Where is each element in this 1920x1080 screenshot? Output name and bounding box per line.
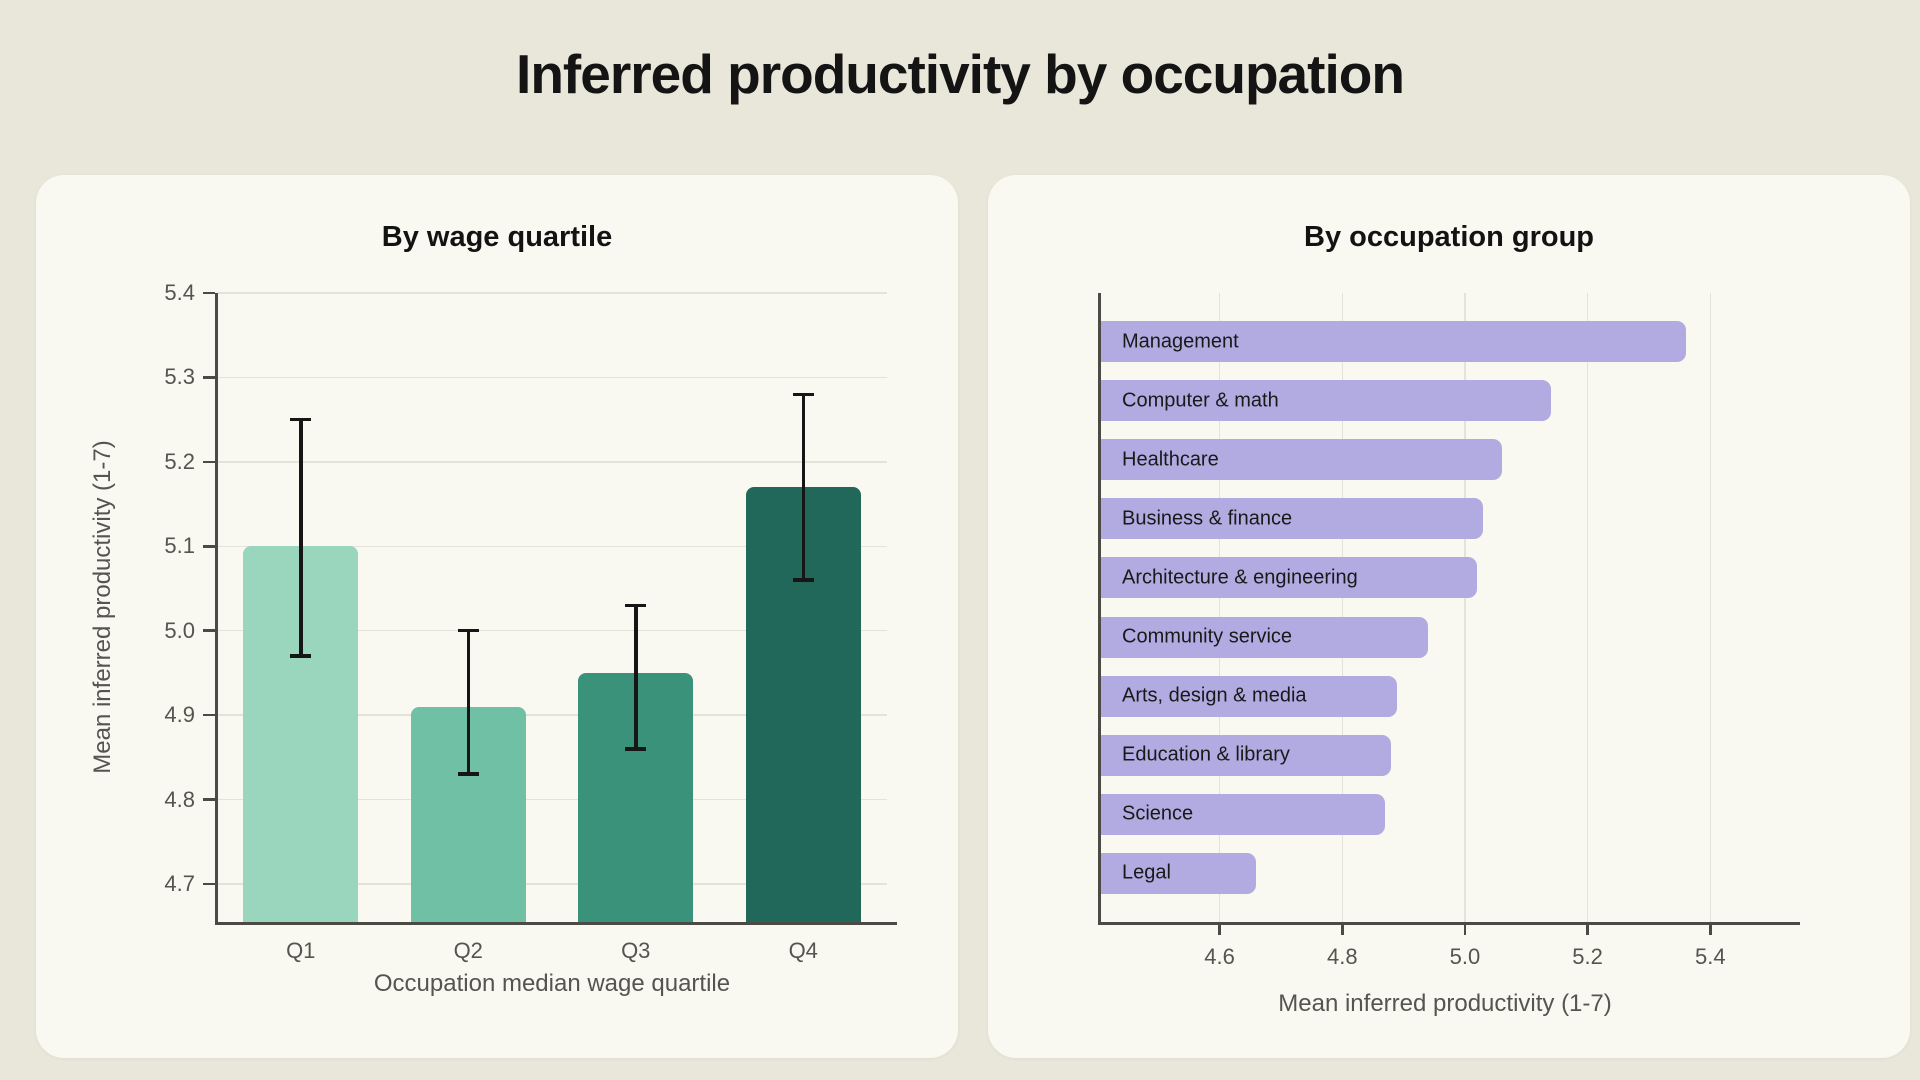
gridline-y-5.0 — [217, 629, 887, 632]
wage-quartile-panel: By wage quartile Mean inferred productiv… — [36, 175, 958, 1058]
x-tick-label-q3: Q3 — [621, 938, 651, 963]
y-tick-mark — [203, 629, 215, 632]
bar-business-finance: Business & finance — [1100, 498, 1484, 540]
bar-science: Science — [1100, 793, 1386, 835]
gridline-y-4.8 — [217, 798, 887, 801]
right-chart-title: By occupation group — [1304, 221, 1594, 253]
x-tick-mark — [1463, 925, 1467, 935]
right-chart-x-spine — [1098, 922, 1800, 925]
y-tick-mark — [203, 713, 215, 717]
y-tick-label: 4.9 — [164, 702, 195, 728]
x-tick-mark — [1218, 925, 1221, 935]
y-tick-mark — [203, 376, 215, 379]
x-tick-mark — [1341, 925, 1344, 935]
y-tick-label: 5.0 — [164, 617, 195, 643]
gridline-y-4.7 — [217, 883, 887, 885]
x-tick-label: 4.6 — [1204, 944, 1235, 969]
x-tick-label: 5.0 — [1449, 944, 1481, 969]
bar-label-community-service: Community service — [1122, 625, 1293, 648]
y-tick-label: 5.3 — [164, 364, 195, 390]
y-tick-label: 5.2 — [164, 448, 195, 474]
error-bar-q3 — [634, 605, 638, 749]
x-tick-label: 5.4 — [1694, 944, 1726, 969]
y-tick-label: 4.8 — [164, 786, 195, 812]
y-tick-mark — [203, 460, 215, 464]
bar-label-science: Science — [1122, 802, 1194, 825]
y-tick-label: 4.7 — [164, 871, 195, 896]
gridline-y-5.2 — [217, 461, 887, 463]
bar-arts-design-media: Arts, design & media — [1100, 675, 1398, 717]
gridline-y-5.3 — [217, 376, 887, 379]
gridline-x-5.4 — [1709, 293, 1712, 922]
occupation-group-plot-area: 4.6 4.8 5.0 5.2 5.4 Management Computer & math… — [1098, 293, 1800, 969]
gridline-x-4.8 — [1341, 293, 1344, 922]
occupation-group-panel: By occupation group 4.6 4.8 5.0 5.2 5.4 Manag… — [988, 175, 1910, 1058]
bar-legal: Legal — [1100, 852, 1257, 894]
error-bar-q1 — [299, 419, 303, 657]
y-tick-mark — [203, 291, 215, 295]
wage-quartile-plot-area: 4.7 4.8 4.9 5.0 5.1 5.2 5.3 5.4 Q1 Q2 Q3 Q4 — [164, 280, 897, 963]
left-chart-y-spine — [215, 293, 218, 922]
y-tick-mark — [203, 882, 215, 886]
bar-label-architecture-engineering: Architecture & engineering — [1122, 566, 1358, 589]
page-title: Inferred productivity by occupation — [516, 43, 1405, 105]
bar-label-business-finance: Business & finance — [1122, 507, 1293, 530]
y-tick-label: 5.4 — [164, 280, 195, 305]
bar-label-management: Management — [1122, 330, 1239, 353]
x-tick-label: 5.2 — [1572, 944, 1603, 969]
bar-label-computer-math: Computer & math — [1122, 389, 1279, 412]
error-cap-top — [625, 603, 647, 608]
left-x-axis-label: Occupation median wage quartile — [373, 970, 731, 997]
bar-computer-math: Computer & math — [1100, 380, 1551, 422]
x-tick-label-q4: Q4 — [788, 938, 818, 963]
bar-label-healthcare: Healthcare — [1122, 448, 1219, 471]
gridline-x-4.6 — [1218, 293, 1221, 922]
error-cap-bottom — [792, 578, 814, 582]
error-bar-q4 — [801, 394, 805, 581]
bar-education-library: Education & library — [1100, 734, 1392, 776]
bar-healthcare: Healthcare — [1100, 439, 1502, 481]
gridline-y-4.9 — [217, 714, 887, 716]
y-tick-mark — [203, 798, 215, 801]
right-x-axis-label: Mean inferred productivity (1-7) — [1278, 990, 1612, 1017]
error-bar-q2 — [466, 630, 470, 775]
error-cap-top — [457, 628, 479, 633]
bar-label-arts-design-media: Arts, design & media — [1122, 684, 1307, 707]
right-chart-y-spine — [1098, 293, 1101, 922]
gridline-x-5.0 — [1464, 293, 1466, 922]
bar-label-education-library: Education & library — [1122, 743, 1290, 766]
gridline-y-5.4 — [217, 292, 887, 294]
y-tick-label: 5.1 — [164, 533, 195, 559]
left-chart-x-spine — [215, 922, 897, 925]
x-tick-label-q1: Q1 — [286, 938, 316, 963]
error-cap-top — [290, 417, 312, 422]
error-cap-top — [792, 392, 814, 397]
bar-community-service: Community service — [1100, 616, 1429, 658]
bar-management: Management — [1100, 321, 1686, 363]
bar-architecture-engineering: Architecture & engineering — [1100, 557, 1478, 599]
x-tick-mark — [1709, 925, 1712, 935]
error-cap-bottom — [457, 772, 479, 776]
error-cap-bottom — [625, 747, 647, 751]
left-chart-title: By wage quartile — [381, 221, 613, 253]
bar-label-legal: Legal — [1122, 861, 1171, 884]
x-tick-label: 4.8 — [1326, 944, 1358, 969]
error-cap-bottom — [290, 654, 312, 658]
x-tick-label-q2: Q2 — [453, 938, 483, 963]
left-y-axis-label: Mean inferred productivity (1-7) — [89, 440, 116, 774]
x-tick-mark — [1586, 925, 1589, 935]
y-tick-mark — [203, 545, 215, 548]
gridline-y-5.1 — [217, 545, 887, 548]
gridline-x-5.2 — [1586, 293, 1589, 922]
